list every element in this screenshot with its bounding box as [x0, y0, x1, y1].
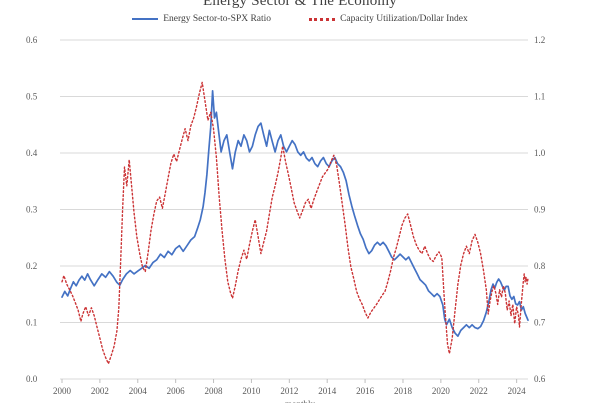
- left-axis-tick-labels: 0.6 0.5 0.4 0.3 0.2 0.1 0.0: [26, 35, 38, 384]
- svg-text:2004: 2004: [129, 386, 148, 396]
- svg-text:2012: 2012: [280, 386, 298, 396]
- legend-label-capacity-utilization: Capacity Utilization/Dollar Index: [340, 14, 468, 24]
- svg-text:0.1: 0.1: [26, 318, 37, 328]
- svg-text:2022: 2022: [470, 386, 488, 396]
- legend-label-energy-spx-ratio: Energy Sector-to-SPX Ratio: [163, 14, 272, 24]
- svg-text:2000: 2000: [53, 386, 72, 396]
- red-dotted-line-icon: [309, 17, 336, 21]
- svg-text:1.1: 1.1: [534, 92, 545, 102]
- svg-text:2006: 2006: [167, 386, 186, 396]
- svg-text:2016: 2016: [356, 386, 375, 396]
- svg-text:0.7: 0.7: [534, 318, 546, 328]
- svg-text:0.6: 0.6: [26, 35, 38, 45]
- svg-text:0.2: 0.2: [26, 261, 37, 271]
- svg-text:0.6: 0.6: [534, 374, 546, 384]
- x-axis-ticks: [61, 379, 518, 383]
- svg-text:0.5: 0.5: [26, 92, 38, 102]
- svg-text:2010: 2010: [242, 386, 261, 396]
- x-axis-note-clipped: monthly: [0, 399, 600, 403]
- svg-text:2008: 2008: [205, 386, 224, 396]
- svg-text:2018: 2018: [394, 386, 413, 396]
- chart-legend: Energy Sector-to-SPX Ratio Capacity Util…: [0, 14, 600, 24]
- svg-text:0.9: 0.9: [534, 205, 546, 215]
- energy-spx-ratio-series-line: [61, 89, 529, 337]
- legend-item-energy-spx-ratio: Energy Sector-to-SPX Ratio: [132, 14, 271, 24]
- svg-text:0.0: 0.0: [26, 374, 38, 384]
- svg-text:1.2: 1.2: [534, 35, 545, 45]
- capacity-utilization-dollar-index-series-line: [61, 81, 529, 365]
- svg-text:2024: 2024: [508, 386, 527, 396]
- gridlines: [60, 39, 528, 380]
- svg-text:2002: 2002: [91, 386, 109, 396]
- right-axis-tick-labels: 1.2 1.1 1.0 0.9 0.8 0.7 0.6: [534, 35, 546, 384]
- chart-title: Energy Sector & The Economy: [203, 0, 397, 9]
- x-axis-tick-labels: 2000 2002 2004 2006 2008 2010 2012 2014 2016 2018…: [53, 386, 526, 396]
- blue-solid-line-icon: [132, 18, 159, 20]
- svg-text:2020: 2020: [432, 386, 451, 396]
- svg-text:0.4: 0.4: [26, 148, 38, 158]
- svg-text:0.3: 0.3: [26, 205, 38, 215]
- svg-text:1.0: 1.0: [534, 148, 546, 158]
- legend-item-capacity-utilization: Capacity Utilization/Dollar Index: [309, 14, 468, 24]
- svg-text:0.8: 0.8: [534, 261, 546, 271]
- svg-text:2014: 2014: [318, 386, 337, 396]
- data-series-lines: [61, 81, 529, 365]
